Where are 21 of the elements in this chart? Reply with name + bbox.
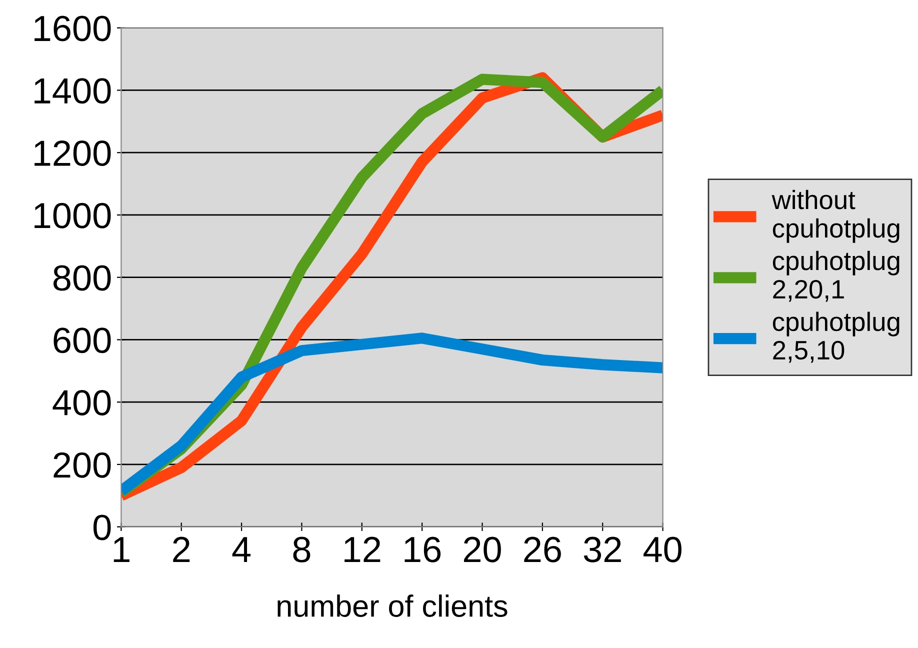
x-tick-label: 26: [524, 536, 561, 562]
y-tick-label: 0: [93, 514, 111, 540]
y-tick-label: 1600: [34, 16, 111, 42]
x-tick-label: 32: [584, 536, 621, 562]
x-tick-label: 8: [293, 536, 310, 562]
legend-label: cpuhotplug 2,5,10: [772, 312, 900, 363]
x-tick-label: 40: [644, 536, 682, 562]
x-tick-label: 20: [464, 536, 501, 562]
x-tick-label: 4: [232, 537, 251, 562]
x-tick-label: 12: [344, 536, 380, 562]
y-tick-label: 1400: [34, 78, 111, 104]
y-tick-label: 600: [54, 328, 111, 354]
y-tick-label: 1200: [34, 140, 111, 166]
x-tick-label: 2: [173, 536, 190, 562]
x-axis-title: number of clients: [278, 594, 508, 617]
x-tick-label: 1: [114, 537, 130, 562]
y-tick-label: 1000: [34, 202, 111, 228]
y-tick-label: 400: [52, 390, 111, 416]
y-tick-label: 200: [54, 452, 111, 478]
x-tick-label: 16: [404, 536, 441, 562]
y-tick-label: 800: [53, 265, 111, 291]
